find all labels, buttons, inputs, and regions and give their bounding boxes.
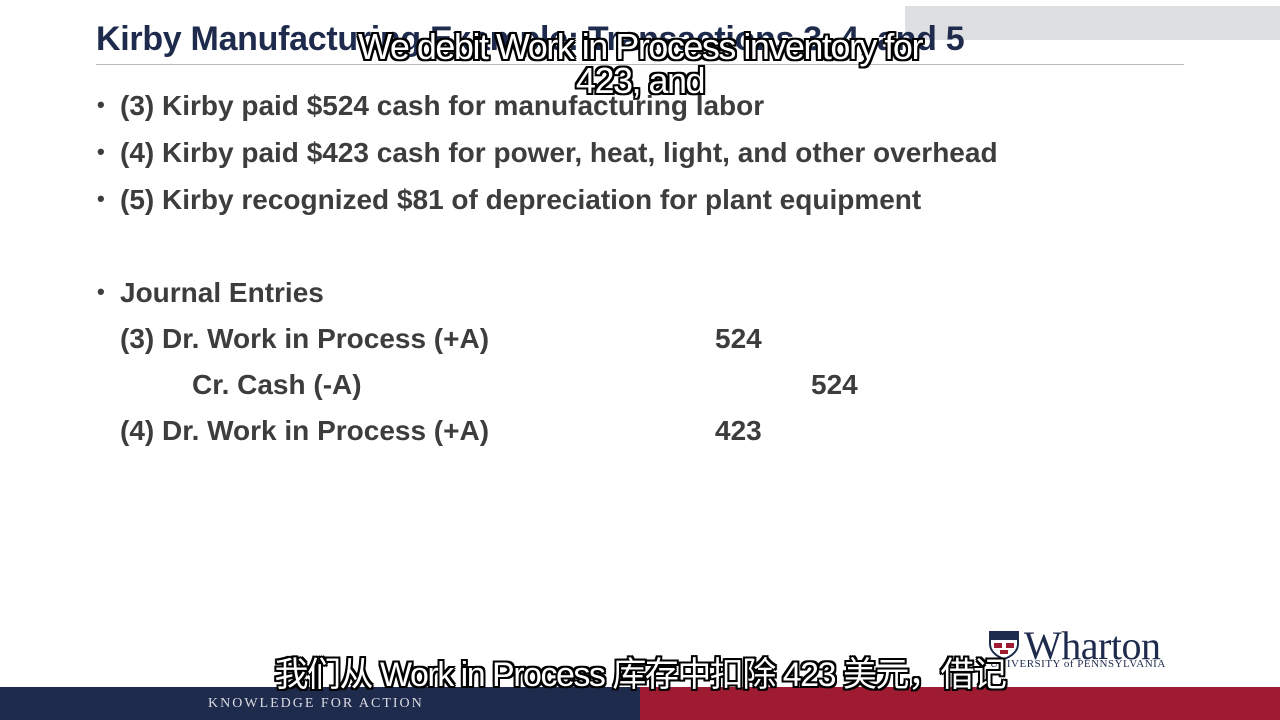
journal-entry-label: Cr. Cash (-A) [192, 369, 362, 400]
corner-bar [905, 6, 1280, 40]
logo-subtitle: UNIVERSITY of PENNSYLVANIA [990, 658, 1166, 670]
bullet-transaction-5: • (5) Kirby recognized $81 of depreciatio… [97, 184, 921, 216]
subtitle-english-line-1: We debit Work in Process inventory for [358, 26, 923, 67]
journal-debit-amount: 423 [715, 415, 762, 446]
bullet-icon: • [97, 186, 105, 211]
bullet-text: (4) Kirby paid $423 cash for power, heat… [120, 137, 998, 168]
wharton-logo: Wharton UNIVERSITY of PENNSYLVANIA [988, 623, 1194, 672]
journal-debit-amount: 524 [715, 323, 762, 354]
bullet-icon: • [97, 92, 105, 117]
journal-heading: • Journal Entries [97, 277, 324, 309]
journal-heading-text: Journal Entries [120, 277, 324, 308]
journal-entry-label: (4) Dr. Work in Process (+A) [120, 415, 490, 446]
journal-credit-amount: 524 [811, 369, 858, 400]
subtitle-english-line-2: 423, and [575, 60, 706, 101]
bullet-transaction-4: • (4) Kirby paid $423 cash for power, hea… [97, 137, 998, 169]
journal-entry-label: (3) Dr. Work in Process (+A) [120, 323, 490, 354]
slide-title: Kirby Manufacturing Example: Transaction… [96, 20, 965, 58]
bullet-icon: • [97, 279, 105, 304]
title-divider [96, 64, 1184, 65]
penn-shield-icon [989, 631, 1019, 660]
footer-navy-band: KNOWLEDGE FOR ACTION [0, 687, 640, 720]
bullet-text: (5) Kirby recognized $81 of depreciation… [120, 184, 922, 215]
subtitle-chinese: 我们从 Work in Process 库存中扣除 423 美元，借记 [274, 656, 1007, 694]
footer-red-band [640, 687, 1280, 720]
logo-wordmark: Wharton [1024, 623, 1161, 668]
bullet-text: (3) Kirby paid $524 cash for manufacturi… [120, 90, 765, 121]
bullet-transaction-3: • (3) Kirby paid $524 cash for manufactur… [97, 90, 764, 122]
bullet-icon: • [97, 139, 105, 164]
footer-tagline: KNOWLEDGE FOR ACTION [208, 696, 424, 711]
